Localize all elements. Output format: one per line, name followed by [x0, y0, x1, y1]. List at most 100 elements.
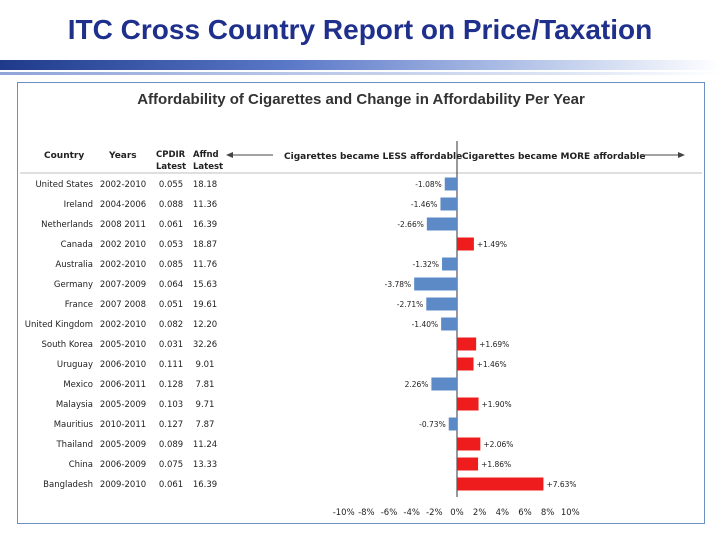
- row-years: 2010-2011: [100, 420, 146, 430]
- x-tick-label: 6%: [518, 508, 532, 518]
- chart-panel: Affordability of Cigarettes and Change i…: [17, 82, 705, 524]
- row-country: Uruguay: [57, 360, 93, 370]
- row-years: 2006-2011: [100, 380, 146, 390]
- row-cpdir: 0.031: [159, 340, 183, 350]
- bar: [457, 237, 474, 251]
- bar: [440, 197, 457, 211]
- row-years: 2008 2011: [100, 220, 146, 230]
- row-affnd: 7.87: [196, 420, 215, 430]
- row-years: 2002 2010: [100, 240, 146, 250]
- row-years: 2006-2009: [100, 460, 146, 470]
- row-years: 2002-2010: [100, 320, 146, 330]
- row-country: Netherlands: [41, 220, 93, 230]
- row-affnd: 9.71: [196, 400, 215, 410]
- row-country: Bangladesh: [43, 480, 93, 490]
- x-tick-label: -6%: [381, 508, 398, 518]
- title-underline-band: [0, 60, 720, 70]
- slide-title: ITC Cross Country Report on Price/Taxati…: [67, 14, 653, 45]
- row-cpdir: 0.064: [159, 280, 183, 290]
- x-tick-label: 2%: [473, 508, 487, 518]
- bar-value-label: +2.06%: [483, 440, 513, 449]
- row-years: 2006-2010: [100, 360, 146, 370]
- row-affnd: 9.01: [196, 360, 215, 370]
- bar-value-label: -1.40%: [412, 320, 439, 329]
- row-country: Australia: [55, 260, 93, 270]
- bar-value-label: +1.46%: [477, 360, 507, 369]
- bar-value-label: -1.32%: [412, 260, 439, 269]
- row-affnd: 11.24: [193, 440, 217, 450]
- row-country: Thailand: [55, 440, 93, 450]
- bar: [441, 317, 457, 331]
- row-years: 2009-2010: [100, 480, 146, 490]
- row-country: Canada: [61, 240, 93, 250]
- header-cpdir-sub: Latest: [156, 162, 186, 172]
- arrow-left-head: [226, 152, 233, 158]
- bar-value-label: -2.66%: [397, 220, 424, 229]
- row-country: United Kingdom: [25, 320, 93, 330]
- row-country: France: [65, 300, 93, 310]
- row-cpdir: 0.089: [159, 440, 183, 450]
- header-cpdir: CPDIR: [156, 150, 186, 160]
- x-tick-label: -8%: [358, 508, 375, 518]
- row-country: Malaysia: [56, 400, 93, 410]
- affordability-chart: Country Years CPDIR Latest Affnd Latest Cigare…: [20, 141, 702, 518]
- row-years: 2005-2009: [100, 440, 146, 450]
- row-affnd: 7.81: [196, 380, 215, 390]
- title-underline-band-thin: [0, 72, 720, 75]
- bar: [426, 217, 457, 231]
- bar-value-label: 2.26%: [405, 380, 429, 389]
- row-years: 2004-2006: [100, 200, 146, 210]
- row-country: United States: [35, 180, 93, 190]
- bar: [457, 357, 474, 371]
- row-affnd: 13.33: [193, 460, 217, 470]
- row-cpdir: 0.088: [159, 200, 183, 210]
- row-cpdir: 0.051: [159, 300, 183, 310]
- bar: [457, 437, 481, 451]
- row-country: China: [69, 460, 93, 470]
- row-country: South Korea: [41, 340, 93, 350]
- row-cpdir: 0.103: [159, 400, 183, 410]
- x-tick-label: 10%: [561, 508, 580, 518]
- row-years: 2002-2010: [100, 260, 146, 270]
- bar-value-label: +1.90%: [482, 400, 512, 409]
- row-affnd: 18.87: [193, 240, 217, 250]
- x-tick-label: -2%: [426, 508, 443, 518]
- x-tick-label: -10%: [333, 508, 355, 518]
- bar-value-label: +1.86%: [481, 460, 511, 469]
- bar: [457, 397, 479, 411]
- x-tick-label: 0%: [450, 508, 464, 518]
- bar-value-label: -1.46%: [411, 200, 438, 209]
- x-tick-label: 4%: [496, 508, 510, 518]
- row-affnd: 15.63: [193, 280, 217, 290]
- bar: [414, 277, 457, 291]
- bar-value-label: +1.49%: [477, 240, 507, 249]
- bar: [442, 257, 457, 271]
- bar: [457, 477, 544, 491]
- label-less-affordable: Cigarettes became LESS affordable: [284, 152, 462, 162]
- bar: [426, 297, 457, 311]
- row-affnd: 16.39: [193, 220, 217, 230]
- row-cpdir: 0.085: [159, 260, 183, 270]
- bar: [457, 457, 479, 471]
- row-years: 2002-2010: [100, 180, 146, 190]
- bar: [444, 177, 457, 191]
- row-cpdir: 0.061: [159, 220, 183, 230]
- row-affnd: 11.76: [193, 260, 217, 270]
- row-cpdir: 0.111: [159, 360, 183, 370]
- row-affnd: 19.61: [193, 300, 217, 310]
- bar-value-label: +1.69%: [479, 340, 509, 349]
- row-affnd: 12.20: [193, 320, 217, 330]
- header-years: Years: [108, 151, 137, 161]
- row-cpdir: 0.127: [159, 420, 183, 430]
- row-country: Mexico: [63, 380, 93, 390]
- x-tick-label: -4%: [403, 508, 420, 518]
- chart-title: Affordability of Cigarettes and Change i…: [137, 91, 585, 108]
- row-cpdir: 0.128: [159, 380, 183, 390]
- bar: [448, 417, 457, 431]
- bar-value-label: +7.63%: [546, 480, 576, 489]
- bar-value-label: -3.78%: [385, 280, 412, 289]
- label-more-affordable: Cigarettes became MORE affordable: [462, 152, 645, 162]
- bar-value-label: -1.08%: [415, 180, 442, 189]
- bar: [457, 337, 477, 351]
- row-cpdir: 0.055: [159, 180, 183, 190]
